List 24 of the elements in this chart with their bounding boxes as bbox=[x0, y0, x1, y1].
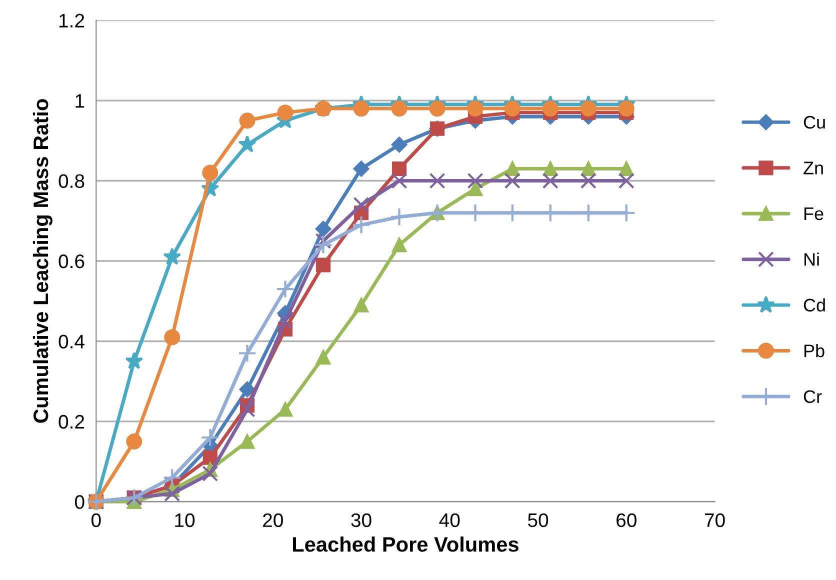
y-tick-label: 1 bbox=[76, 94, 84, 108]
x-tick-label: 20 bbox=[263, 513, 283, 528]
y-tick-label: 0.6 bbox=[58, 254, 84, 268]
y-tick-label: 0.4 bbox=[58, 334, 84, 348]
x-tick-label: 10 bbox=[175, 513, 195, 528]
x-tick-label: 50 bbox=[528, 513, 548, 528]
y-tick-label: 0.2 bbox=[58, 414, 84, 429]
x-tick-label: 40 bbox=[439, 513, 460, 528]
y-tick-label: 0 bbox=[74, 495, 84, 509]
x-tick-label: 30 bbox=[351, 513, 372, 528]
legend-label: Pb bbox=[804, 344, 824, 358]
legend-label: Zn bbox=[804, 162, 823, 174]
legend-label: Fe bbox=[804, 208, 824, 220]
legend-label: Cd bbox=[804, 298, 825, 312]
x-tick-label: 70 bbox=[704, 513, 725, 528]
y-axis-title: Cumulative Leaching Mass Ratio bbox=[32, 99, 52, 423]
legend-label: Ni bbox=[804, 252, 819, 266]
y-tick-label: 1.2 bbox=[59, 14, 84, 28]
x-tick-label: 60 bbox=[616, 513, 636, 528]
legend-label: Cu bbox=[804, 116, 825, 129]
legend-label: Cr bbox=[804, 390, 822, 404]
x-tick-label: 0 bbox=[91, 513, 101, 528]
x-axis-title: Leached Pore Volumes bbox=[293, 536, 518, 552]
y-tick-label: 0.8 bbox=[58, 174, 84, 188]
